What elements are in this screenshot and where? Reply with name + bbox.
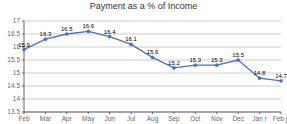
svg-text:16.4: 16.4 [104,29,116,35]
svg-text:Nov: Nov [211,115,223,122]
svg-text:16.1: 16.1 [125,36,137,42]
svg-text:15.6: 15.6 [147,49,159,55]
svg-text:Aug: Aug [147,115,159,123]
svg-text:16: 16 [12,43,20,51]
svg-text:Jun: Jun [104,115,115,122]
svg-text:15.3: 15.3 [189,57,201,63]
svg-text:15.9: 15.9 [18,42,30,48]
svg-text:16.6: 16.6 [82,23,94,29]
svg-text:16.5: 16.5 [61,26,73,32]
svg-text:Oct: Oct [190,115,200,122]
svg-text:Feb p: Feb p [273,115,279,123]
svg-text:Feb: Feb [18,115,30,122]
svg-text:15.5: 15.5 [232,52,244,58]
svg-text:Dec: Dec [232,115,244,122]
svg-text:May: May [82,115,95,123]
svg-text:17: 17 [13,17,21,24]
svg-text:15.3: 15.3 [211,57,223,63]
svg-text:Mar: Mar [40,115,52,122]
svg-text:15: 15 [13,69,21,76]
html-text:Payment as a % of Income: Payment as a % of Income [89,1,198,11]
svg-text:14.7: 14.7 [275,73,279,79]
svg-text:Sep: Sep [168,115,180,123]
svg-text:16.5: 16.5 [8,30,20,37]
svg-text:13.5: 13.5 [8,108,20,115]
svg-text:Jan r: Jan r [252,115,267,122]
svg-text:14.5: 14.5 [8,82,20,89]
svg-text:16.3: 16.3 [40,31,52,37]
svg-text:Jul: Jul [127,115,136,122]
svg-text:14: 14 [13,95,21,102]
svg-text:14.8: 14.8 [254,70,266,76]
svg-text:Apr: Apr [62,115,73,123]
svg-text:15.5: 15.5 [8,56,20,63]
svg-text:15.2: 15.2 [168,60,180,66]
